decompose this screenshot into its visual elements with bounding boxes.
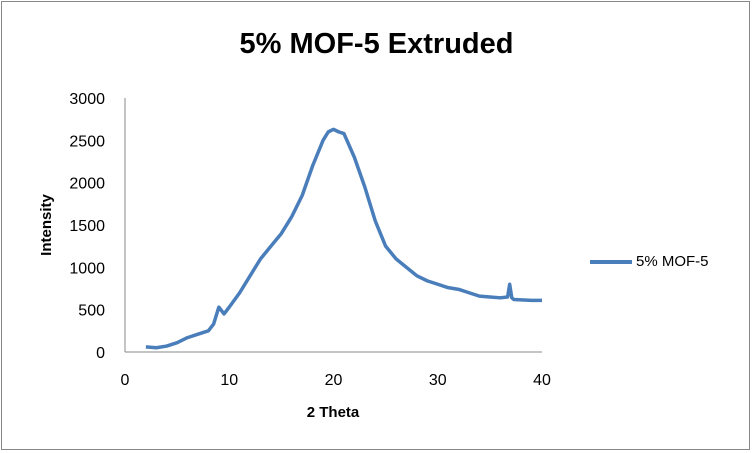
- legend: 5% MOF-5: [590, 253, 709, 270]
- y-axis-label: Intensity: [38, 194, 55, 256]
- y-tick-label: 2500: [69, 133, 105, 150]
- chart-title: 5% MOF-5 Extruded: [239, 28, 514, 60]
- y-tick-label: 2000: [69, 176, 105, 193]
- legend-swatch: [590, 259, 632, 264]
- x-tick-label: 0: [121, 372, 130, 389]
- y-tick-label: 3000: [69, 91, 105, 108]
- x-axis-label: 2 Theta: [307, 404, 360, 421]
- y-tick-label: 500: [78, 303, 105, 320]
- x-tick-label: 10: [220, 372, 238, 389]
- legend-label: 5% MOF-5: [636, 253, 709, 270]
- series-line: [145, 127, 542, 350]
- y-tick-label: 1500: [69, 218, 105, 235]
- x-tick-label: 30: [429, 372, 447, 389]
- x-tick-label: 40: [533, 372, 551, 389]
- y-tick-label: 1000: [69, 260, 105, 277]
- y-tick-label: 0: [96, 345, 105, 362]
- x-tick-label: 20: [325, 372, 343, 389]
